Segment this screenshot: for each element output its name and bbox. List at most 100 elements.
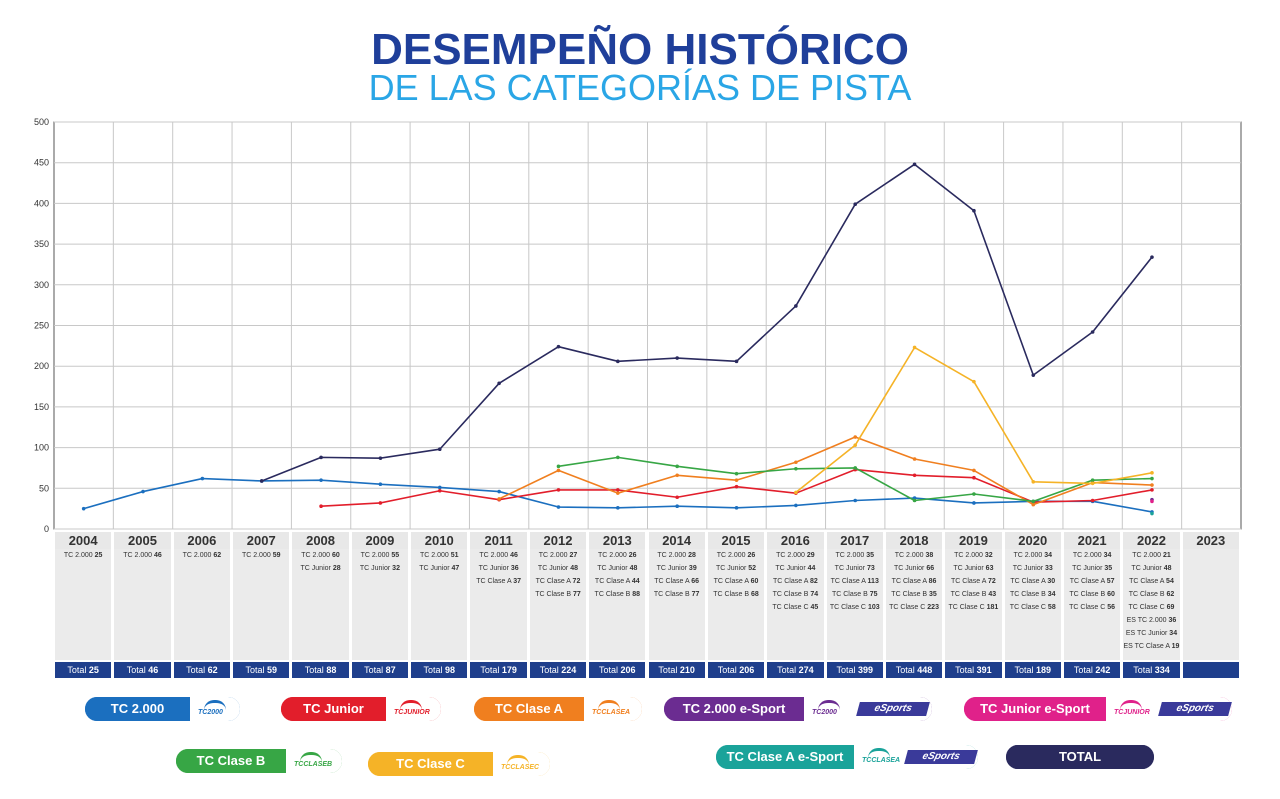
data-point-claseC: [912, 345, 917, 350]
data-point-tc2000: [319, 478, 323, 482]
table-cell: TC Clase A 72: [535, 578, 581, 585]
swoosh-icon: [818, 700, 840, 712]
table-cell: TC Clase C 45: [772, 604, 819, 611]
swoosh-icon: [868, 748, 890, 760]
y-tick-label: 150: [34, 402, 49, 412]
year-column: TC 2.000 46: [114, 549, 171, 660]
total-cell: Total 98: [411, 662, 468, 678]
year-column: TC 2.000 51 TC Junior 47: [411, 549, 468, 660]
total-cell: Total 391: [945, 662, 1002, 678]
legend-junior: TC Junior TCJUNIOR: [281, 697, 441, 721]
table-cell: TC Junior 73: [834, 565, 875, 572]
data-point-claseB: [972, 492, 976, 496]
total-cell: Total 59: [233, 662, 290, 678]
table-cell: ES TC Junior 34: [1125, 630, 1178, 637]
y-tick-label: 50: [39, 483, 49, 493]
total-cell: Total 179: [470, 662, 527, 678]
legend-total: TOTAL: [1006, 745, 1154, 769]
data-point-junior: [912, 473, 917, 478]
table-cell: TC Junior 44: [775, 565, 816, 572]
y-tick-label: 250: [34, 321, 49, 331]
table-cell: TC Junior 28: [300, 565, 341, 572]
year-header: 2005: [114, 532, 171, 549]
year-header: 2016: [767, 532, 824, 549]
data-point-tc2000: [616, 506, 620, 510]
legend-label: TC Clase A: [474, 697, 584, 721]
total-cell: Total 206: [589, 662, 646, 678]
series-line-total: [261, 163, 1153, 482]
data-point-claseA: [972, 468, 976, 473]
data-point-tc2000: [675, 504, 679, 509]
data-point-claseC: [1150, 471, 1154, 475]
year-header: 2011: [470, 532, 527, 549]
legend-tc2000-esport: TC 2.000 e-Sport TC2000 eSports: [664, 697, 932, 721]
table-cell: TC Clase B 35: [891, 591, 937, 598]
year-column: TC 2.000 62: [173, 549, 231, 660]
data-point-total: [378, 456, 383, 460]
table-cell: TC Junior 66: [894, 565, 935, 572]
tcclasea-esport-logo: TCCLASEA eSports: [854, 745, 978, 769]
data-point-junior: [675, 495, 679, 500]
year-column: TC 2.000 25: [55, 549, 112, 660]
legend-label: TC Clase B: [176, 749, 286, 773]
year-header: 2022: [1123, 532, 1180, 549]
data-point-claseA: [912, 457, 917, 461]
table-cell: TC 2.000 46: [479, 552, 518, 559]
y-tick-label: 200: [34, 361, 49, 371]
table-cell: TC Junior 47: [419, 565, 460, 572]
data-point-junior_esport: [1150, 499, 1154, 504]
series-line-claseA: [498, 436, 1153, 506]
total-cell: Total 242: [1063, 662, 1121, 678]
swoosh-icon: [507, 755, 529, 767]
data-point-claseB: [1031, 499, 1036, 504]
total-cell: Total 206: [707, 662, 765, 678]
data-point-claseA: [734, 478, 739, 482]
legend-label: TC Junior e-Sport: [964, 697, 1106, 721]
data-point-total: [675, 356, 679, 360]
line-chart: 0 50 100 150 200 250 300 350 400 450 500: [34, 117, 1242, 534]
y-tick-label: 500: [34, 117, 49, 127]
data-point-total: [972, 208, 976, 213]
y-tick-label: 350: [34, 239, 49, 249]
legend-claseB: TC Clase B TCCLASEB: [176, 749, 342, 773]
data-point-claseB: [675, 464, 679, 469]
data-point-claseA: [616, 491, 620, 495]
year-column: TC 2.000 35 TC Junior 73 TC Clase A 113 TC …: [826, 549, 883, 660]
table-cell: TC Clase A 113: [830, 578, 879, 585]
legend-claseA-esport: TC Clase A e-Sport TCCLASEA eSports: [716, 745, 978, 769]
tcjunior-esport-logo: TCJUNIOR eSports: [1106, 697, 1232, 721]
table-cell: TC Clase A 57: [1069, 578, 1115, 585]
total-cell: Total 88: [292, 662, 349, 678]
data-point-tc2000: [556, 505, 561, 509]
table-cell: ES TC 2.000 36: [1126, 617, 1177, 624]
year-header: 2009: [351, 532, 409, 549]
logo-text: TCCLASEC: [501, 764, 540, 771]
year-header: 2018: [885, 532, 943, 549]
table-cell: TC Clase B 43: [950, 591, 997, 598]
legend-label: TC 2.000 e-Sport: [664, 697, 804, 721]
table-cell: TC Clase A 72: [951, 578, 996, 585]
esports-badge: eSports: [1158, 702, 1232, 716]
table-cell: TC 2.000 55: [360, 552, 400, 559]
data-point-claseB: [616, 455, 620, 460]
y-tick-label: 300: [34, 280, 49, 290]
logo-text: TCJUNIOR: [394, 709, 430, 716]
data-point-claseA: [853, 435, 858, 439]
data-point-claseA: [675, 473, 679, 478]
data-point-junior: [319, 504, 323, 509]
data-point-total: [497, 381, 501, 386]
table-cell: TC Clase C 181: [948, 604, 999, 611]
year-header: 2019: [945, 532, 1002, 549]
data-point-total: [794, 304, 798, 308]
tcjunior-logo: TCJUNIOR: [386, 697, 441, 721]
data-point-claseA_esport: [1150, 511, 1154, 516]
year-column: TC 2.000 38 TC Junior 66 TC Clase A 86 TC C…: [885, 549, 943, 660]
legend-label: TC Clase A e-Sport: [716, 745, 854, 769]
table-cell: TC Clase C 69: [1128, 604, 1175, 611]
esports-badge: eSports: [856, 702, 930, 716]
year-column: TC 2.000 26 TC Junior 48 TC Clase A 44 TC C…: [589, 549, 646, 660]
tcclaseb-logo: TCCLASEB: [286, 749, 342, 773]
table-cell: TC Junior 36: [478, 565, 519, 572]
total-cell: Total 399: [826, 662, 883, 678]
table-cell: TC Clase A 66: [654, 578, 700, 585]
